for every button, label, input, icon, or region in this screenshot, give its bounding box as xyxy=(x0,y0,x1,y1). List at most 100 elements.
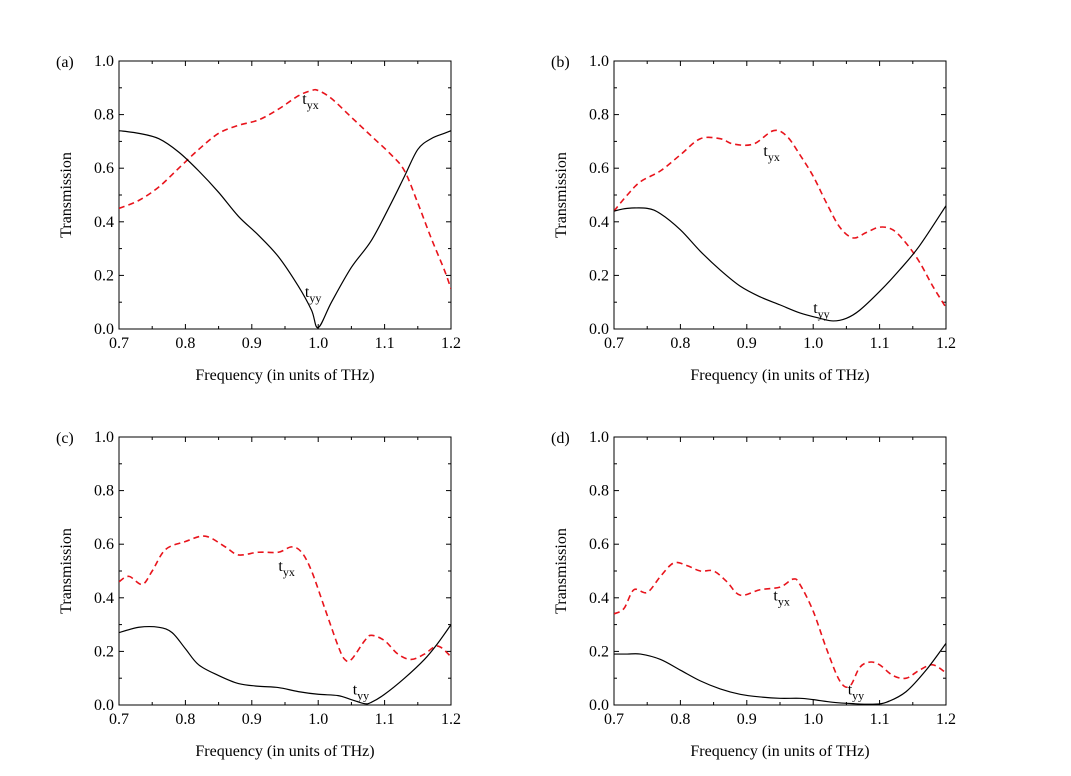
series-line-tyx xyxy=(119,535,451,663)
panel-label: (a) xyxy=(56,54,74,71)
y-tick-label: 0.8 xyxy=(589,107,609,124)
x-tick-label: 1.1 xyxy=(870,711,890,728)
y-tick-label: 1.0 xyxy=(94,53,114,70)
curve-label-main: t xyxy=(305,284,310,301)
x-tick-label: 0.8 xyxy=(175,335,195,352)
panel-label: (b) xyxy=(551,54,570,71)
y-tick-label: 0.0 xyxy=(589,697,609,714)
curve-label-tyx: tyx xyxy=(773,587,789,608)
panel-label: (d) xyxy=(551,430,570,447)
series-line-tyy xyxy=(614,643,946,705)
y-tick-label: 1.0 xyxy=(94,429,114,446)
y-tick-label: 0.6 xyxy=(94,536,114,553)
y-tick-label: 0.4 xyxy=(589,590,609,607)
x-tick-label: 0.7 xyxy=(109,335,129,352)
y-tick-label: 0.4 xyxy=(94,590,114,607)
curve-label-tyy: tyy xyxy=(353,681,369,702)
chart-panel-2: 0.7 0.8 0.9 1.0 1.1 1.2 0.0 0.2 0.4 0.6 0.8 1.0 (b) F… xyxy=(551,53,956,384)
x-tick-label: 0.9 xyxy=(242,335,262,352)
curve-label-tyy: tyy xyxy=(305,284,321,305)
x-tick-label: 0.8 xyxy=(670,335,690,352)
plot-frame xyxy=(118,60,452,330)
x-axis-title: Frequency (in units of THz) xyxy=(690,367,869,384)
x-tick-label: 0.7 xyxy=(604,335,624,352)
series-line-tyx xyxy=(119,88,451,290)
y-tick-label: 0.2 xyxy=(94,643,114,660)
curve-label-tyy: tyy xyxy=(848,681,864,702)
x-axis-title: Frequency (in units of THz) xyxy=(195,367,374,384)
plot-frame xyxy=(613,436,947,706)
x-tick-label: 1.0 xyxy=(308,711,328,728)
curve-label-subscript: yy xyxy=(852,688,864,702)
panel-label: (c) xyxy=(56,430,74,447)
chart-panel-4: 0.7 0.8 0.9 1.0 1.1 1.2 0.0 0.2 0.4 0.6 0.8 1.0 (d) F… xyxy=(551,429,956,760)
x-tick-label: 1.2 xyxy=(936,335,956,352)
x-tick-label: 1.0 xyxy=(803,335,823,352)
chart-panel-1: 0.7 0.8 0.9 1.0 1.1 1.2 0.0 0.2 0.4 0.6 0.8 1.0 (a) F… xyxy=(56,53,461,384)
curve-label-subscript: yx xyxy=(283,565,295,579)
curve-label-subscript: yx xyxy=(778,594,790,608)
x-tick-label: 0.9 xyxy=(242,711,262,728)
y-tick-label: 0.4 xyxy=(94,214,114,231)
y-tick-label: 0.8 xyxy=(94,107,114,124)
x-tick-label: 1.1 xyxy=(870,335,890,352)
curve-label-main: t xyxy=(302,91,307,108)
plot-frame xyxy=(613,60,947,330)
series-line-tyy xyxy=(119,130,451,329)
y-tick-label: 0.2 xyxy=(94,267,114,284)
y-tick-label: 0.0 xyxy=(94,321,114,338)
y-axis-title: Transmission xyxy=(553,528,570,614)
y-tick-label: 0.6 xyxy=(589,160,609,177)
x-tick-label: 1.0 xyxy=(803,711,823,728)
x-tick-label: 0.7 xyxy=(604,711,624,728)
y-tick-label: 1.0 xyxy=(589,429,609,446)
curve-label-main: t xyxy=(813,300,818,317)
curve-label-subscript: yy xyxy=(309,291,321,305)
x-tick-label: 0.9 xyxy=(737,711,757,728)
curve-label-main: t xyxy=(763,143,768,160)
curve-label-main: t xyxy=(848,681,853,698)
curve-label-subscript: yx xyxy=(768,150,780,164)
y-axis-title: Transmission xyxy=(58,152,75,238)
y-tick-label: 0.2 xyxy=(589,267,609,284)
x-tick-label: 1.2 xyxy=(936,711,956,728)
x-tick-label: 0.7 xyxy=(109,711,129,728)
curve-label-main: t xyxy=(278,558,283,575)
curve-label-tyx: tyx xyxy=(278,558,294,579)
curve-label-subscript: yy xyxy=(357,688,369,702)
y-tick-label: 0.4 xyxy=(589,214,609,231)
series-line-tyy xyxy=(119,624,451,705)
curve-label-tyx: tyx xyxy=(302,91,318,112)
x-axis-title: Frequency (in units of THz) xyxy=(690,743,869,760)
y-axis-title: Transmission xyxy=(58,528,75,614)
curve-label-subscript: yx xyxy=(307,98,319,112)
y-tick-label: 0.8 xyxy=(589,483,609,500)
y-axis-title: Transmission xyxy=(553,152,570,238)
x-tick-label: 0.8 xyxy=(670,711,690,728)
y-tick-label: 0.2 xyxy=(589,643,609,660)
curve-label-tyy: tyy xyxy=(813,300,829,321)
curve-label-main: t xyxy=(353,681,358,698)
y-tick-label: 1.0 xyxy=(589,53,609,70)
x-tick-label: 1.1 xyxy=(375,335,395,352)
curve-label-subscript: yy xyxy=(818,307,830,321)
series-line-tyx xyxy=(614,129,946,308)
x-axis-title: Frequency (in units of THz) xyxy=(195,743,374,760)
y-tick-label: 0.8 xyxy=(94,483,114,500)
y-tick-label: 0.6 xyxy=(94,160,114,177)
x-tick-label: 0.9 xyxy=(737,335,757,352)
series-line-tyx xyxy=(614,561,946,689)
y-tick-label: 0.6 xyxy=(589,536,609,553)
chart-panel-3: 0.7 0.8 0.9 1.0 1.1 1.2 0.0 0.2 0.4 0.6 0.8 1.0 (c) F… xyxy=(56,429,461,760)
series-line-tyy xyxy=(614,205,946,322)
x-tick-label: 1.1 xyxy=(375,711,395,728)
x-tick-label: 1.2 xyxy=(441,335,461,352)
curve-label-tyx: tyx xyxy=(763,143,779,164)
x-tick-label: 1.0 xyxy=(308,335,328,352)
y-tick-label: 0.0 xyxy=(94,697,114,714)
curve-label-main: t xyxy=(773,587,778,604)
x-tick-label: 1.2 xyxy=(441,711,461,728)
x-tick-label: 0.8 xyxy=(175,711,195,728)
y-tick-label: 0.0 xyxy=(589,321,609,338)
